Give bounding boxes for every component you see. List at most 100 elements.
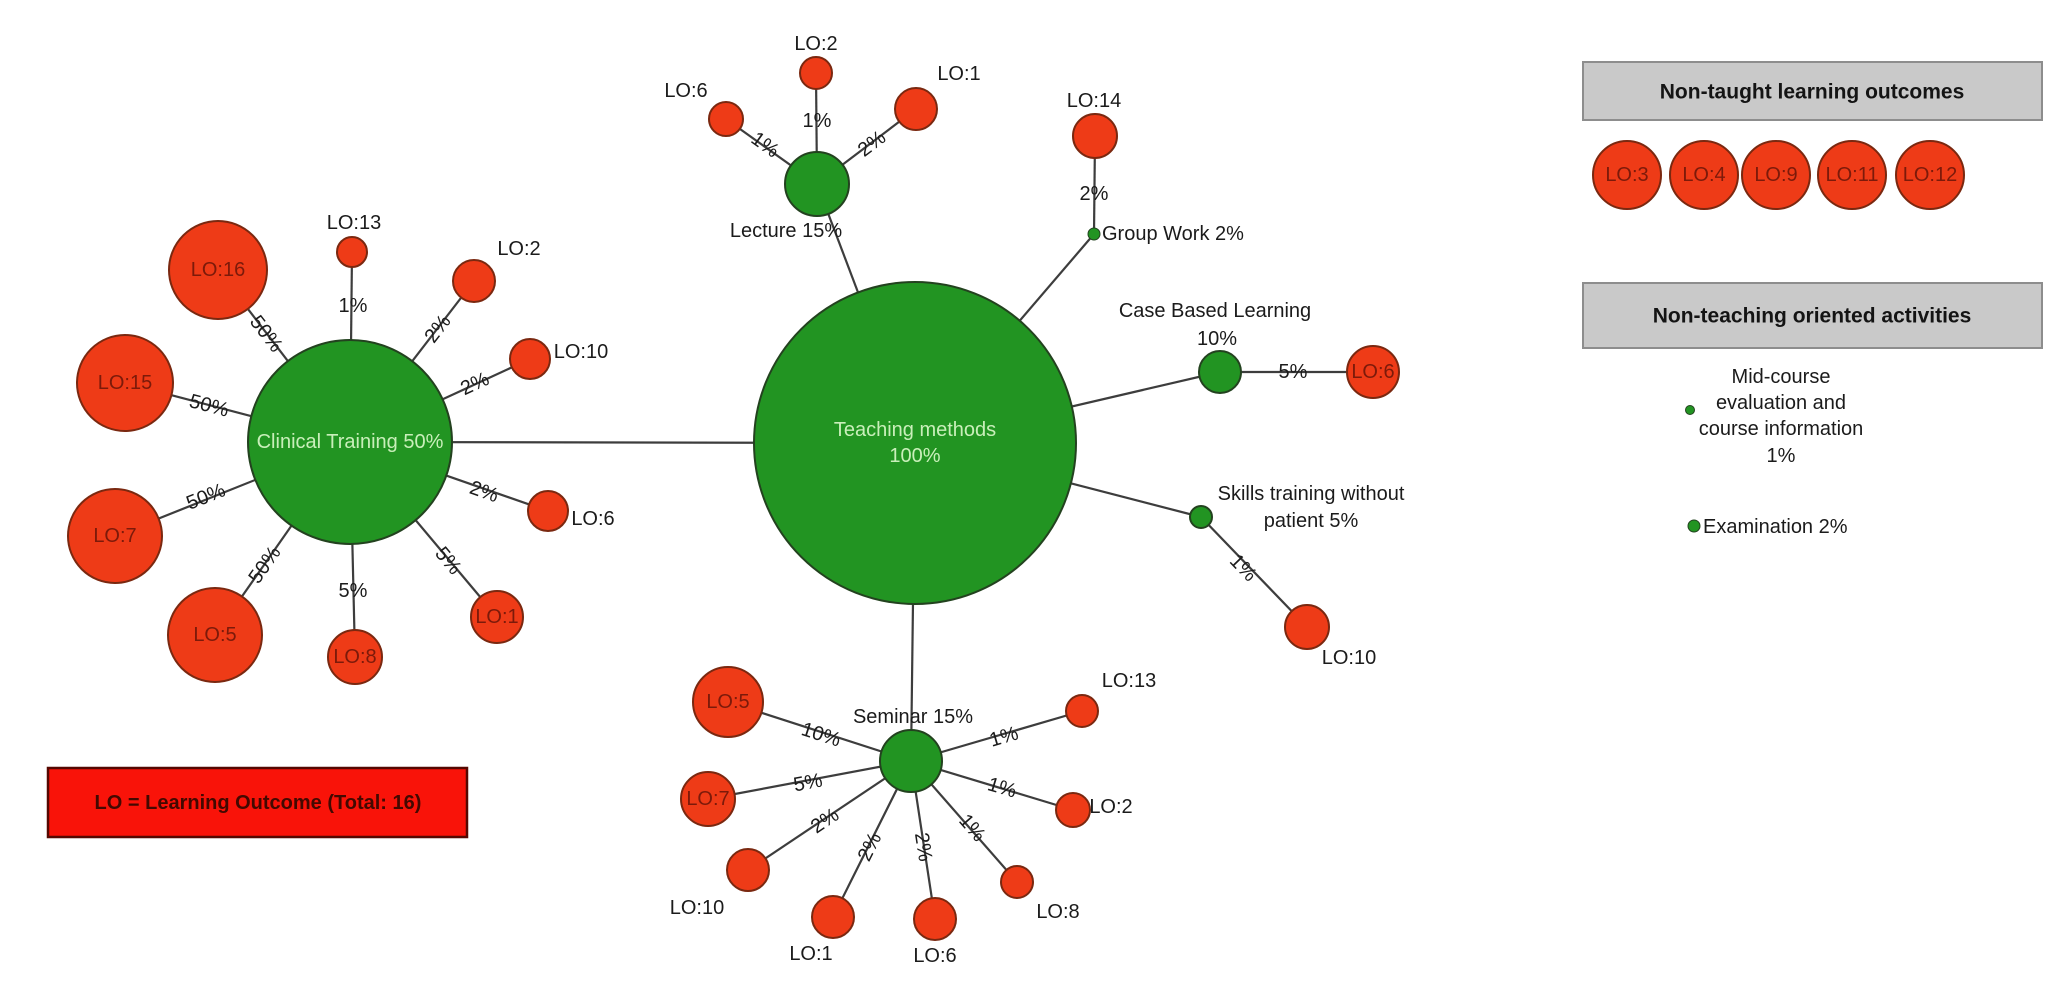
node-l4p [1669, 140, 1739, 210]
node-label-ct: Clinical Training 50% [257, 431, 444, 453]
node-tm [753, 281, 1077, 605]
node-label-l16: LO:16 [191, 259, 245, 281]
non-taught-panel-box [1582, 61, 2043, 121]
free-label-21: LO:13 [1102, 670, 1156, 692]
node-l14 [1072, 113, 1118, 159]
free-label-12: LO:2 [497, 238, 540, 260]
node-seminar [879, 729, 943, 793]
node-l6cbl [1346, 345, 1400, 399]
edge-skills-l10sk [1200, 516, 1308, 628]
free-label-1: Seminar 15% [853, 706, 973, 728]
node-l5L [167, 587, 263, 683]
edge-label-seminar-l6sem: 2% [910, 831, 936, 863]
node-label-l15: LO:15 [98, 372, 152, 394]
free-label-18: LO:6 [913, 945, 956, 967]
examination-label: Examination 2% [1703, 516, 1848, 538]
node-l6sem [913, 897, 957, 941]
node-l3p [1592, 140, 1662, 210]
node-l12p [1895, 140, 1965, 210]
node-ct [247, 339, 453, 545]
node-label-l8L: LO:8 [333, 646, 376, 668]
node-l2sem [1055, 792, 1091, 828]
node-l6lec [708, 101, 744, 137]
edge-label-ct-l16: 50% [245, 311, 287, 356]
free-label-6: patient 5% [1264, 510, 1359, 532]
edge-seminar-l7sem [707, 759, 912, 801]
edge-label-seminar-l1sem: 2% [854, 829, 887, 865]
node-label-l7L: LO:7 [93, 525, 136, 547]
node-l2lec [799, 56, 833, 90]
node-l11p [1817, 140, 1887, 210]
node-l6L [527, 490, 569, 532]
edge-label-seminar-l7sem: 5% [792, 769, 825, 796]
edge-label-ct-l5L: 50% [245, 542, 286, 588]
free-label-20: LO:2 [1089, 796, 1132, 818]
node-l9p [1741, 140, 1811, 210]
examination-dot-icon [1687, 519, 1701, 533]
mid-course-dot-icon [1685, 405, 1695, 415]
free-label-3: 10% [1197, 328, 1237, 350]
node-l8sem [1000, 865, 1034, 899]
node-l7L [67, 488, 163, 584]
edge-label-ct-l8L: 5% [339, 580, 368, 602]
edge-label-gw-l14: 2% [1080, 183, 1109, 205]
node-l13L [336, 236, 368, 268]
mid-course-line-1: Mid-course [1732, 366, 1831, 388]
node-l7sem [680, 771, 736, 827]
node-l1lec [894, 87, 938, 131]
free-label-4: Group Work 2% [1102, 223, 1244, 245]
free-label-19: LO:8 [1036, 901, 1079, 923]
node-label-tm: 100% [889, 445, 940, 467]
edge-label-cbl-l6cbl: 5% [1279, 361, 1308, 383]
non-teaching-panel-title: Non-teaching oriented activities [1653, 305, 1972, 328]
legend-box [46, 766, 469, 839]
node-label-l7sem: LO:7 [686, 788, 729, 810]
node-cbl [1198, 350, 1242, 394]
free-label-2: Case Based Learning [1119, 300, 1311, 322]
node-label-l4p: LO:4 [1682, 164, 1725, 186]
free-label-13: LO:10 [554, 341, 608, 363]
node-l8L [327, 629, 383, 685]
mid-course-line-3: course information [1699, 418, 1864, 440]
node-l10sk [1284, 604, 1330, 650]
edge-label-ct-l2L: 2% [420, 311, 455, 347]
mid-course-line-2: evaluation and [1716, 392, 1846, 414]
node-label-l3p: LO:3 [1605, 164, 1648, 186]
edge-label-seminar-l5sem: 10% [799, 718, 844, 751]
node-label-l5L: LO:5 [193, 624, 236, 646]
free-label-16: LO:10 [670, 897, 724, 919]
edge-label-ct-l10L: 2% [457, 368, 493, 400]
free-label-0: Lecture 15% [730, 220, 843, 242]
edge-label-ct-l7L: 50% [183, 479, 229, 514]
node-l15 [76, 334, 174, 432]
edge-label-ct-l13L: 1% [339, 295, 368, 317]
edge-label-lecture-l2lec: 1% [803, 110, 832, 132]
free-label-7: LO:6 [664, 80, 707, 102]
non-teaching-panel-box [1582, 282, 2043, 349]
node-label-l5sem: LO:5 [706, 691, 749, 713]
node-l5sem [692, 666, 764, 738]
free-label-10: LO:14 [1067, 90, 1121, 112]
free-label-9: LO:1 [937, 63, 980, 85]
node-lecture [784, 151, 850, 217]
legend-label: LO = Learning Outcome (Total: 16) [95, 792, 422, 814]
node-l13sem [1065, 694, 1099, 728]
edge-label-seminar-l13sem: 1% [987, 722, 1021, 751]
node-gw [1087, 227, 1101, 241]
node-label-l1L: LO:1 [475, 606, 518, 628]
node-l2L [452, 259, 496, 303]
node-l1L [470, 590, 524, 644]
node-skills [1189, 505, 1213, 529]
edge-label-skills-l10sk: 1% [1225, 550, 1261, 586]
free-label-8: LO:2 [794, 33, 837, 55]
node-label-l9p: LO:9 [1754, 164, 1797, 186]
node-l10sem [726, 848, 770, 892]
edge-label-ct-l6L: 2% [467, 477, 502, 507]
edge-label-seminar-l2sem: 1% [985, 773, 1019, 802]
free-label-11: LO:13 [327, 212, 381, 234]
free-label-15: LO:10 [1322, 647, 1376, 669]
edge-label-ct-l15: 50% [187, 390, 232, 421]
edge-seminar-l10sem [747, 760, 912, 871]
graph-nodes [67, 56, 1965, 941]
